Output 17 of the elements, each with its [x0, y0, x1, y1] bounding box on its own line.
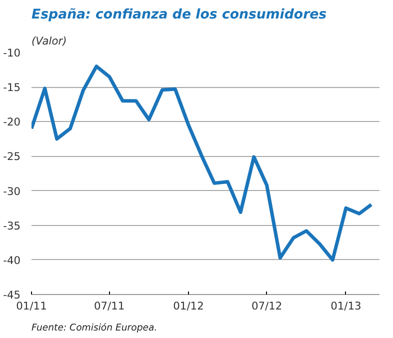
y-tick-label: -35	[3, 219, 20, 232]
y-tick-label: -25	[3, 150, 20, 164]
y-tick-label: -15	[3, 81, 20, 94]
y-tick-label: -40	[3, 254, 21, 267]
source-note: Fuente: Comisión Europea.	[32, 322, 158, 334]
x-tick-label: 01/12	[173, 300, 204, 312]
y-tick-label: -20	[3, 116, 21, 129]
x-tick-label: 01/13	[330, 300, 362, 312]
y-tick-label: -10	[3, 46, 21, 60]
chart-subtitle: (Valor)	[32, 34, 67, 48]
x-tick-label: 07/11	[94, 300, 125, 312]
chart-title: España: confianza de los consumidores	[32, 8, 327, 22]
x-tick-label: 01/11	[16, 300, 47, 312]
x-tick-label: 07/12	[251, 300, 282, 312]
y-tick-label: -30	[3, 184, 21, 198]
y-tick-label: -45	[3, 288, 20, 302]
line-series	[32, 64, 374, 262]
